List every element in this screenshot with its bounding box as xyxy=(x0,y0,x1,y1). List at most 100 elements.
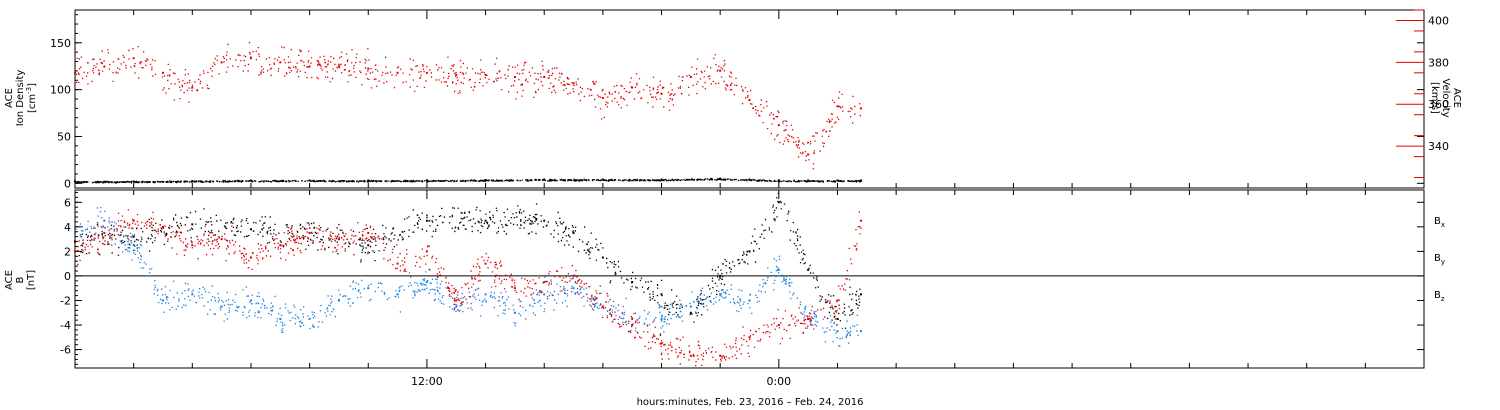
scatter-trace xyxy=(78,192,861,329)
data-point xyxy=(191,179,194,182)
data-point xyxy=(308,65,311,68)
data-point xyxy=(859,219,862,222)
legend-bz-name: B xyxy=(1434,290,1441,301)
data-point xyxy=(74,71,76,74)
data-point xyxy=(249,228,252,231)
data-point xyxy=(719,293,722,296)
bottom-panel: -6 -4 -2 0 2 4 6 xyxy=(60,189,1425,369)
data-point xyxy=(543,293,546,296)
data-point xyxy=(543,281,546,284)
data-point xyxy=(367,287,370,290)
data-point xyxy=(859,330,862,333)
bottom-ytick-label: -6 xyxy=(60,344,71,357)
mag-axis-title: ACE B [nT] xyxy=(4,270,37,290)
data-point xyxy=(484,219,487,222)
data-point xyxy=(836,179,839,182)
scatter-trace xyxy=(75,41,861,170)
legend-by-name: B xyxy=(1434,253,1441,264)
data-point xyxy=(220,305,223,308)
data-point xyxy=(807,317,810,320)
velocity-axis-title-line2: Velocity xyxy=(1440,78,1451,117)
x-axis: 12:00 0:00 xyxy=(411,375,791,388)
scatter-trace xyxy=(77,209,862,367)
data-point xyxy=(161,71,164,74)
legend-by: By xyxy=(1434,253,1445,266)
density-axis-title-line2: Ion Density xyxy=(15,70,26,127)
data-point xyxy=(777,179,780,182)
data-point xyxy=(103,65,106,68)
data-point xyxy=(484,293,487,296)
velocity-axis-title-line1: ACE xyxy=(1451,88,1462,108)
data-point xyxy=(161,225,164,228)
data-point xyxy=(367,67,370,70)
data-point xyxy=(191,293,194,296)
x-tick-label: 12:00 xyxy=(411,375,443,388)
data-point xyxy=(455,299,458,302)
data-point xyxy=(836,105,839,108)
data-point xyxy=(748,299,751,302)
data-point xyxy=(337,299,340,302)
data-point xyxy=(513,311,516,314)
velocity-ytick-label: 400 xyxy=(1428,14,1449,27)
data-point xyxy=(103,219,106,222)
x-tick-label: 0:00 xyxy=(766,375,791,388)
scatter-trace xyxy=(75,207,859,347)
data-point xyxy=(279,61,282,64)
data-point xyxy=(572,231,575,234)
top-ytick-label: 0 xyxy=(64,177,71,190)
data-point xyxy=(220,61,223,64)
data-point xyxy=(425,219,428,222)
data-point xyxy=(777,201,780,204)
data-point xyxy=(543,178,546,181)
data-point xyxy=(660,293,663,296)
data-point xyxy=(572,82,575,85)
density-unit-end: ] xyxy=(27,83,38,87)
data-point xyxy=(601,96,604,99)
data-point xyxy=(396,262,399,265)
data-point xyxy=(689,76,692,79)
velocity-axis-title: ACE Velocity [km/s] xyxy=(1429,78,1462,117)
density-axis-unit: [cm-3] xyxy=(25,83,38,113)
data-point xyxy=(132,235,135,238)
series-ion-density xyxy=(74,177,863,184)
data-point xyxy=(601,305,604,308)
bottom-frame xyxy=(74,189,1425,369)
data-point xyxy=(689,311,692,314)
velocity-ytick-label: 340 xyxy=(1428,140,1449,153)
density-axis-title-line1: ACE xyxy=(4,88,15,108)
velocity-axis-title-line3: [km/s] xyxy=(1429,82,1440,114)
series-bx xyxy=(74,192,862,329)
density-unit-sup: -3 xyxy=(25,87,33,94)
data-point xyxy=(367,244,370,247)
velocity-ytick-label: 380 xyxy=(1428,56,1449,69)
data-point xyxy=(601,256,604,259)
data-point xyxy=(807,268,810,271)
data-point xyxy=(859,293,862,296)
mag-axis-title-line1: ACE xyxy=(4,270,15,290)
legend-bz: Bz xyxy=(1434,290,1445,303)
data-point xyxy=(249,299,252,302)
data-point xyxy=(777,268,780,271)
bottom-ytick-label: -4 xyxy=(60,319,71,332)
data-point xyxy=(572,287,575,290)
data-point xyxy=(689,354,692,357)
data-point xyxy=(748,99,751,102)
data-point xyxy=(220,238,223,241)
bottom-ytick-label: 6 xyxy=(64,196,71,209)
legend: Bx By Bz xyxy=(1434,216,1445,303)
data-point xyxy=(308,231,311,234)
density-axis-title: ACE Ion Density [cm-3] xyxy=(4,70,38,127)
series-velocity xyxy=(74,41,862,170)
legend-bx-sub: x xyxy=(1441,221,1445,229)
top-ytick-label: 150 xyxy=(50,37,71,50)
data-point xyxy=(777,324,780,327)
data-point xyxy=(425,250,428,253)
bottom-ytick-label: 2 xyxy=(64,245,71,258)
data-point xyxy=(660,317,663,320)
top-ytick-label: 50 xyxy=(57,130,71,143)
data-point xyxy=(807,153,810,156)
data-point xyxy=(836,317,839,320)
data-point xyxy=(484,73,487,76)
